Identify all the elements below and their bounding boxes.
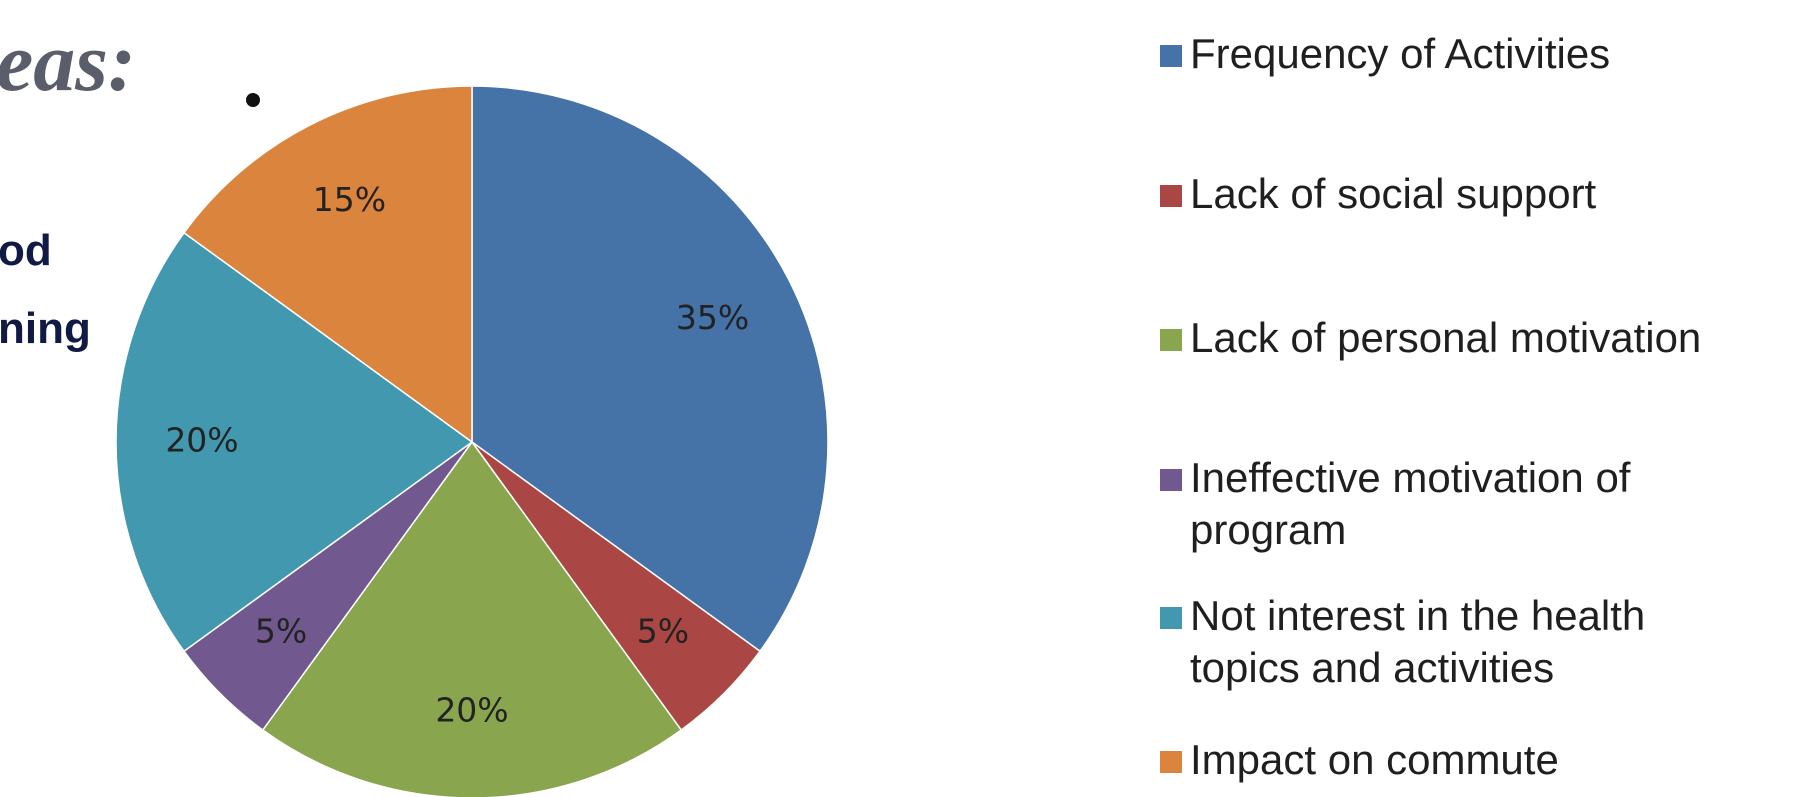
legend-item-personal-motivation: Lack of personal motivation [1160, 312, 1701, 364]
slice-data-label-1: 5% [637, 611, 689, 650]
bullet-dot-icon [246, 93, 260, 107]
legend-label: Lack of personal motivation [1190, 314, 1702, 361]
legend-swatch-not-interest [1160, 607, 1182, 629]
pie-slice-2 [261, 440, 683, 797]
chart-legend: Frequency of Activities Lack of social s… [1160, 0, 1800, 797]
slice-data-label-4: 20% [165, 421, 238, 460]
legend-item-not-interest: Not interest in the health topics and ac… [1160, 590, 1720, 694]
legend-label: Ineffective motivation of program [1190, 454, 1631, 553]
pie-chart: 35% 5% 20% 5% 20% 15% [115, 85, 829, 797]
legend-label: Not interest in the health topics and ac… [1190, 592, 1646, 691]
slice-data-label-2: 20% [435, 691, 508, 730]
legend-swatch-impact-commute [1160, 751, 1182, 773]
legend-item-frequency: Frequency of Activities [1160, 28, 1610, 80]
slice-data-label-3: 5% [255, 611, 307, 650]
legend-label: Impact on commute [1190, 736, 1559, 783]
legend-label: Frequency of Activities [1190, 30, 1611, 77]
pie-slice-4 [115, 231, 474, 653]
slice-data-label-0: 35% [676, 298, 749, 337]
pie-slice-5 [182, 85, 473, 444]
slice-data-label-5: 15% [313, 180, 386, 219]
slide-heading-fragment: eas: [0, 16, 136, 109]
body-text-line-1: od [0, 226, 52, 275]
legend-item-ineffective-motivation: Ineffective motivation of program [1160, 452, 1730, 556]
legend-item-impact-commute: Impact on commute [1160, 734, 1559, 786]
legend-swatch-personal-motivation [1160, 329, 1182, 351]
legend-item-social-support: Lack of social support [1160, 168, 1596, 220]
legend-label: Lack of social support [1190, 170, 1597, 217]
legend-swatch-social-support [1160, 185, 1182, 207]
legend-swatch-frequency [1160, 45, 1182, 67]
legend-swatch-ineffective-motivation [1160, 469, 1182, 491]
body-text-line-2: ning [0, 304, 91, 353]
pie-slice-0 [471, 85, 829, 653]
